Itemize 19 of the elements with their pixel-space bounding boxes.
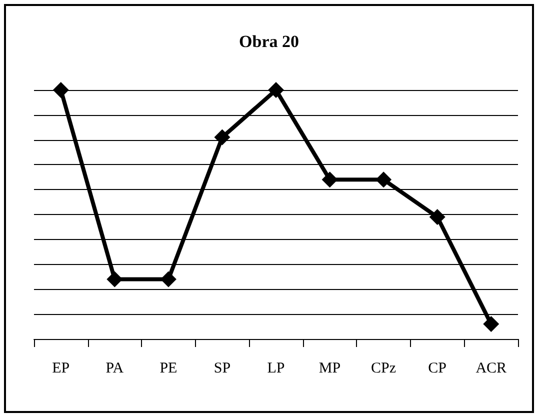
point (106, 271, 123, 288)
chart-title: Obra 20 (239, 32, 299, 51)
x-tick-label: CPz (371, 360, 396, 376)
x-tick-label: MP (318, 360, 341, 376)
point (268, 82, 284, 98)
x-tick-label: ACR (476, 360, 507, 376)
point (52, 82, 69, 98)
point (160, 271, 176, 288)
point (322, 172, 338, 188)
x-tick-label: SP (214, 360, 231, 376)
point (429, 208, 446, 225)
point (483, 316, 500, 332)
x-tick-label: PE (160, 360, 178, 376)
x-tick-label: EP (52, 360, 70, 376)
x-tick-label: PA (106, 360, 124, 376)
point (376, 172, 392, 188)
x-tick-label: CP (428, 360, 447, 376)
x-tick-label: LP (267, 360, 285, 376)
point (214, 129, 230, 146)
